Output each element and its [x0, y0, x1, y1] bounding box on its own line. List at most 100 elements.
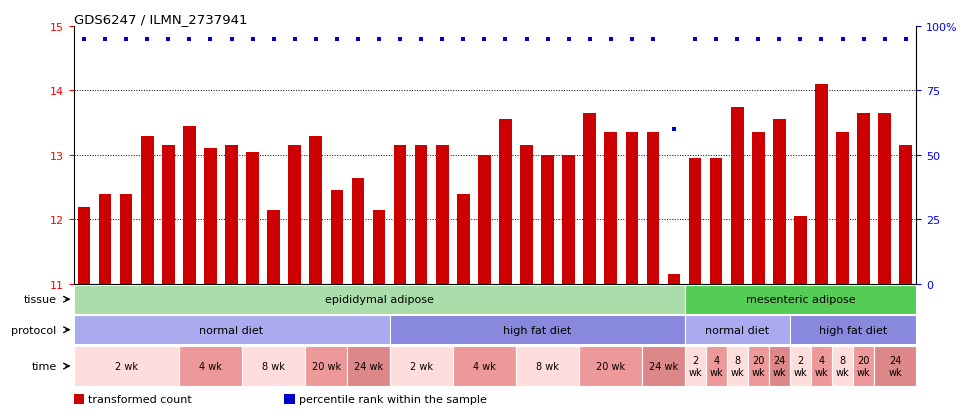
Bar — [773, 120, 786, 284]
Point — [877, 36, 893, 43]
Text: mesenteric adipose: mesenteric adipose — [746, 294, 856, 304]
Point — [771, 36, 787, 43]
Bar — [579, 346, 643, 387]
Bar — [878, 114, 891, 284]
Point — [414, 36, 429, 43]
Point — [456, 36, 471, 43]
Point — [687, 36, 703, 43]
Point — [119, 36, 134, 43]
Bar — [769, 346, 790, 387]
Text: protocol: protocol — [12, 325, 57, 335]
Point — [223, 36, 239, 43]
Bar — [815, 85, 828, 284]
Bar — [372, 210, 385, 284]
Bar — [74, 394, 84, 404]
Point — [161, 36, 176, 43]
Bar — [499, 120, 512, 284]
Point — [835, 36, 851, 43]
Bar — [225, 146, 238, 284]
Point — [350, 36, 366, 43]
Bar — [436, 146, 449, 284]
Point — [518, 36, 534, 43]
Text: epididymal adipose: epididymal adipose — [324, 294, 433, 304]
Bar — [330, 191, 343, 284]
Bar — [74, 315, 390, 344]
Bar — [647, 133, 660, 284]
Text: 2 wk: 2 wk — [115, 361, 137, 371]
Point — [751, 36, 766, 43]
Bar — [541, 156, 554, 284]
Bar — [457, 194, 469, 284]
Bar — [706, 346, 727, 387]
Text: 4 wk: 4 wk — [199, 361, 221, 371]
Bar — [415, 146, 427, 284]
Bar — [204, 149, 217, 284]
Bar — [183, 127, 196, 284]
Text: GDS6247 / ILMN_2737941: GDS6247 / ILMN_2737941 — [74, 13, 247, 26]
Bar — [685, 346, 706, 387]
Bar — [478, 156, 491, 284]
Bar — [854, 346, 874, 387]
Bar — [99, 194, 112, 284]
Point — [498, 36, 514, 43]
Point — [729, 36, 745, 43]
Text: 20
wk: 20 wk — [752, 356, 765, 377]
Point — [181, 36, 197, 43]
Point — [856, 36, 871, 43]
Bar — [162, 146, 174, 284]
Bar — [790, 346, 811, 387]
Point — [582, 36, 598, 43]
Point — [392, 36, 408, 43]
Bar — [348, 346, 390, 387]
Text: high fat diet: high fat diet — [819, 325, 887, 335]
Text: tissue: tissue — [24, 294, 57, 304]
Bar — [268, 210, 280, 284]
Text: 4
wk: 4 wk — [814, 356, 828, 377]
Point — [898, 36, 913, 43]
Bar — [178, 346, 242, 387]
Bar — [120, 194, 132, 284]
Bar — [306, 346, 348, 387]
Point — [793, 36, 808, 43]
Point — [813, 36, 829, 43]
Bar — [832, 346, 854, 387]
Text: 2 wk: 2 wk — [410, 361, 432, 371]
Bar — [520, 146, 533, 284]
Bar — [605, 133, 617, 284]
Text: 24
wk: 24 wk — [889, 356, 902, 377]
Bar — [516, 346, 579, 387]
Bar — [858, 114, 870, 284]
Point — [139, 36, 155, 43]
Text: 20
wk: 20 wk — [857, 356, 870, 377]
Point — [666, 126, 682, 133]
Text: 2
wk: 2 wk — [688, 356, 702, 377]
Point — [540, 36, 556, 43]
Bar — [390, 346, 453, 387]
Bar — [790, 315, 916, 344]
Point — [645, 36, 661, 43]
Text: transformed count: transformed count — [88, 394, 192, 404]
Bar — [794, 217, 807, 284]
Bar — [625, 133, 638, 284]
Text: time: time — [31, 361, 57, 371]
Text: 2
wk: 2 wk — [794, 356, 808, 377]
Bar — [685, 285, 916, 314]
Bar — [836, 133, 849, 284]
Point — [245, 36, 261, 43]
Point — [434, 36, 450, 43]
Point — [308, 36, 323, 43]
Text: normal diet: normal diet — [706, 325, 769, 335]
Point — [709, 36, 724, 43]
Bar — [288, 146, 301, 284]
Bar — [352, 178, 365, 284]
Point — [203, 36, 219, 43]
Bar — [748, 346, 769, 387]
Text: 8
wk: 8 wk — [730, 356, 744, 377]
Text: 8 wk: 8 wk — [263, 361, 285, 371]
Bar — [667, 275, 680, 284]
Text: 24 wk: 24 wk — [354, 361, 383, 371]
Point — [76, 36, 92, 43]
Bar — [310, 136, 322, 284]
Bar — [246, 152, 259, 284]
Point — [603, 36, 618, 43]
